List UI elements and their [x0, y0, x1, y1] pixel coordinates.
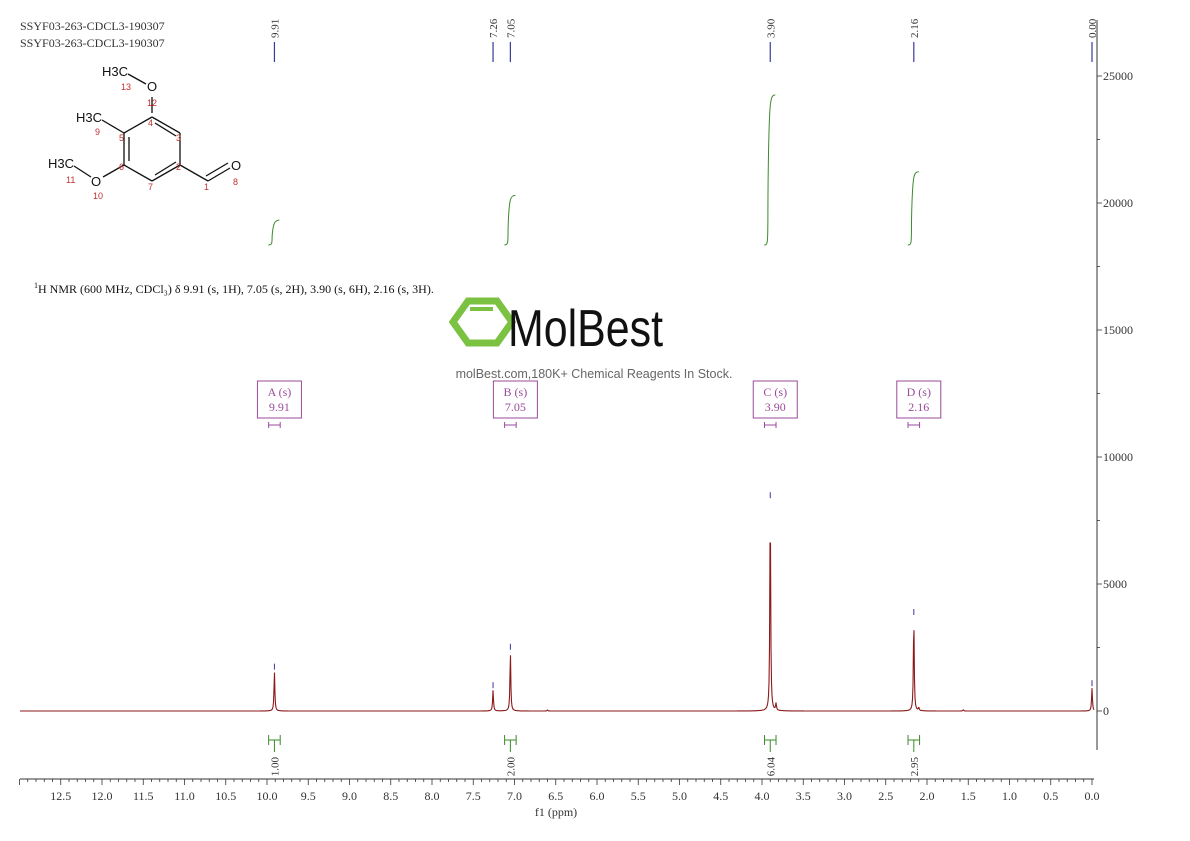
atom-number: 8	[233, 177, 238, 187]
spectrum-line	[20, 542, 1095, 712]
spectrum-title-1: SSYF03-263-CDCL3-190307	[20, 19, 165, 33]
multiplet-range	[504, 422, 517, 428]
group-label: O	[147, 79, 157, 94]
multiplet-range	[763, 422, 777, 428]
group-label: O	[231, 158, 241, 173]
multiplet-range	[907, 422, 921, 428]
x-tick-label: 0.0	[1085, 789, 1100, 803]
y-tick-label: 20000	[1103, 196, 1133, 210]
x-tick-label: 1.0	[1002, 789, 1017, 803]
integral-value: 2.95	[909, 757, 921, 777]
x-tick-label: 2.0	[920, 789, 935, 803]
multiplet-box	[752, 380, 798, 419]
chemical-structure	[73, 73, 231, 182]
integral-bracket	[504, 735, 517, 752]
x-tick-label: 3.5	[796, 789, 811, 803]
x-tick-label: 4.0	[755, 789, 770, 803]
atom-number: 11	[66, 175, 75, 185]
integral-curve	[764, 94, 776, 246]
y-tick-label: 5000	[1103, 577, 1127, 591]
atom-number: 1	[204, 182, 209, 192]
integral-bracket	[268, 735, 281, 752]
multiplet-range	[268, 422, 281, 428]
group-label: H3C	[102, 64, 128, 79]
x-tick-label: 2.5	[878, 789, 893, 803]
y-tick-label: 0	[1103, 704, 1109, 718]
integral-bracket	[763, 735, 777, 752]
integral-value: 6.04	[765, 757, 777, 777]
x-axis-label: f1 (ppm)	[535, 805, 577, 819]
x-tick-label: 11.0	[174, 789, 195, 803]
x-tick-label: 1.5	[961, 789, 976, 803]
spectrum-title-2: SSYF03-263-CDCL3-190307	[20, 36, 165, 50]
x-tick-label: 10.0	[257, 789, 278, 803]
integral-curve	[907, 171, 919, 246]
peak-label: 7.05	[505, 18, 517, 38]
multiplet-shift: 7.05	[505, 400, 526, 414]
atom-number: 2	[176, 162, 181, 172]
peak-label: 2.16	[909, 18, 921, 38]
multiplet-box	[256, 380, 302, 419]
x-tick-label: 8.0	[425, 789, 440, 803]
x-tick-label: 11.5	[133, 789, 154, 803]
x-tick-label: 10.5	[215, 789, 236, 803]
atom-number: 3	[176, 133, 181, 143]
nmr-description: 1H NMR (600 MHz, CDCl₃) δ 9.91 (s, 1H), …	[34, 281, 434, 296]
x-tick-label: 12.5	[50, 789, 71, 803]
watermark-brand: MolBest	[508, 300, 663, 358]
atom-number: 12	[147, 98, 157, 108]
multiplet-name: D (s)	[907, 385, 931, 399]
integral-bracket	[907, 735, 921, 752]
atom-number: 9	[95, 127, 100, 137]
x-tick-label: 6.0	[590, 789, 605, 803]
multiplet-shift: 2.16	[908, 400, 929, 414]
multiplet-box	[492, 380, 538, 419]
x-tick-label: 12.0	[92, 789, 113, 803]
atom-number: 10	[93, 191, 103, 201]
x-tick-label: 5.0	[672, 789, 687, 803]
x-tick-label: 0.5	[1043, 789, 1058, 803]
integral-curve	[504, 194, 516, 246]
atom-number: 6	[119, 162, 124, 172]
x-tick-label: 5.5	[631, 789, 646, 803]
group-label: H3C	[48, 156, 74, 171]
multiplet-name: A (s)	[268, 385, 292, 399]
x-tick-label: 9.5	[301, 789, 316, 803]
peak-label: 9.91	[269, 19, 281, 38]
y-tick-label: 10000	[1103, 450, 1133, 464]
multiplet-shift: 9.91	[269, 400, 290, 414]
group-label: O	[91, 174, 101, 189]
x-tick-label: 3.0	[837, 789, 852, 803]
multiplet-name: B (s)	[504, 385, 528, 399]
atom-number: 5	[119, 133, 124, 143]
atom-number: 7	[148, 182, 153, 192]
integral-value: 1.00	[269, 757, 281, 777]
group-label: H3C	[76, 110, 102, 125]
multiplet-box	[896, 380, 942, 419]
multiplet-name: C (s)	[763, 385, 787, 399]
atom-number: 13	[121, 82, 131, 92]
multiplet-shift: 3.90	[765, 400, 786, 414]
x-tick-label: 6.5	[548, 789, 563, 803]
integral-value: 2.00	[505, 757, 517, 777]
x-tick-label: 7.5	[466, 789, 481, 803]
x-tick-label: 8.5	[383, 789, 398, 803]
peak-label: 7.26	[488, 18, 500, 38]
hexagon-logo-icon	[448, 297, 517, 347]
watermark-tagline: molBest.com,180K+ Chemical Reagents In S…	[456, 367, 733, 381]
y-tick-label: 25000	[1103, 69, 1133, 83]
x-tick-label: 4.5	[713, 789, 728, 803]
x-tick-label: 7.0	[507, 789, 522, 803]
integral-curve	[268, 219, 280, 246]
x-tick-label: 9.0	[342, 789, 357, 803]
peak-label: 0.00	[1087, 18, 1099, 38]
molbest-watermark: MolBest molBest.com,180K+ Chemical Reage…	[448, 297, 733, 381]
atom-number: 4	[148, 118, 153, 128]
y-tick-label: 15000	[1103, 323, 1133, 337]
peak-label: 3.90	[765, 18, 777, 38]
